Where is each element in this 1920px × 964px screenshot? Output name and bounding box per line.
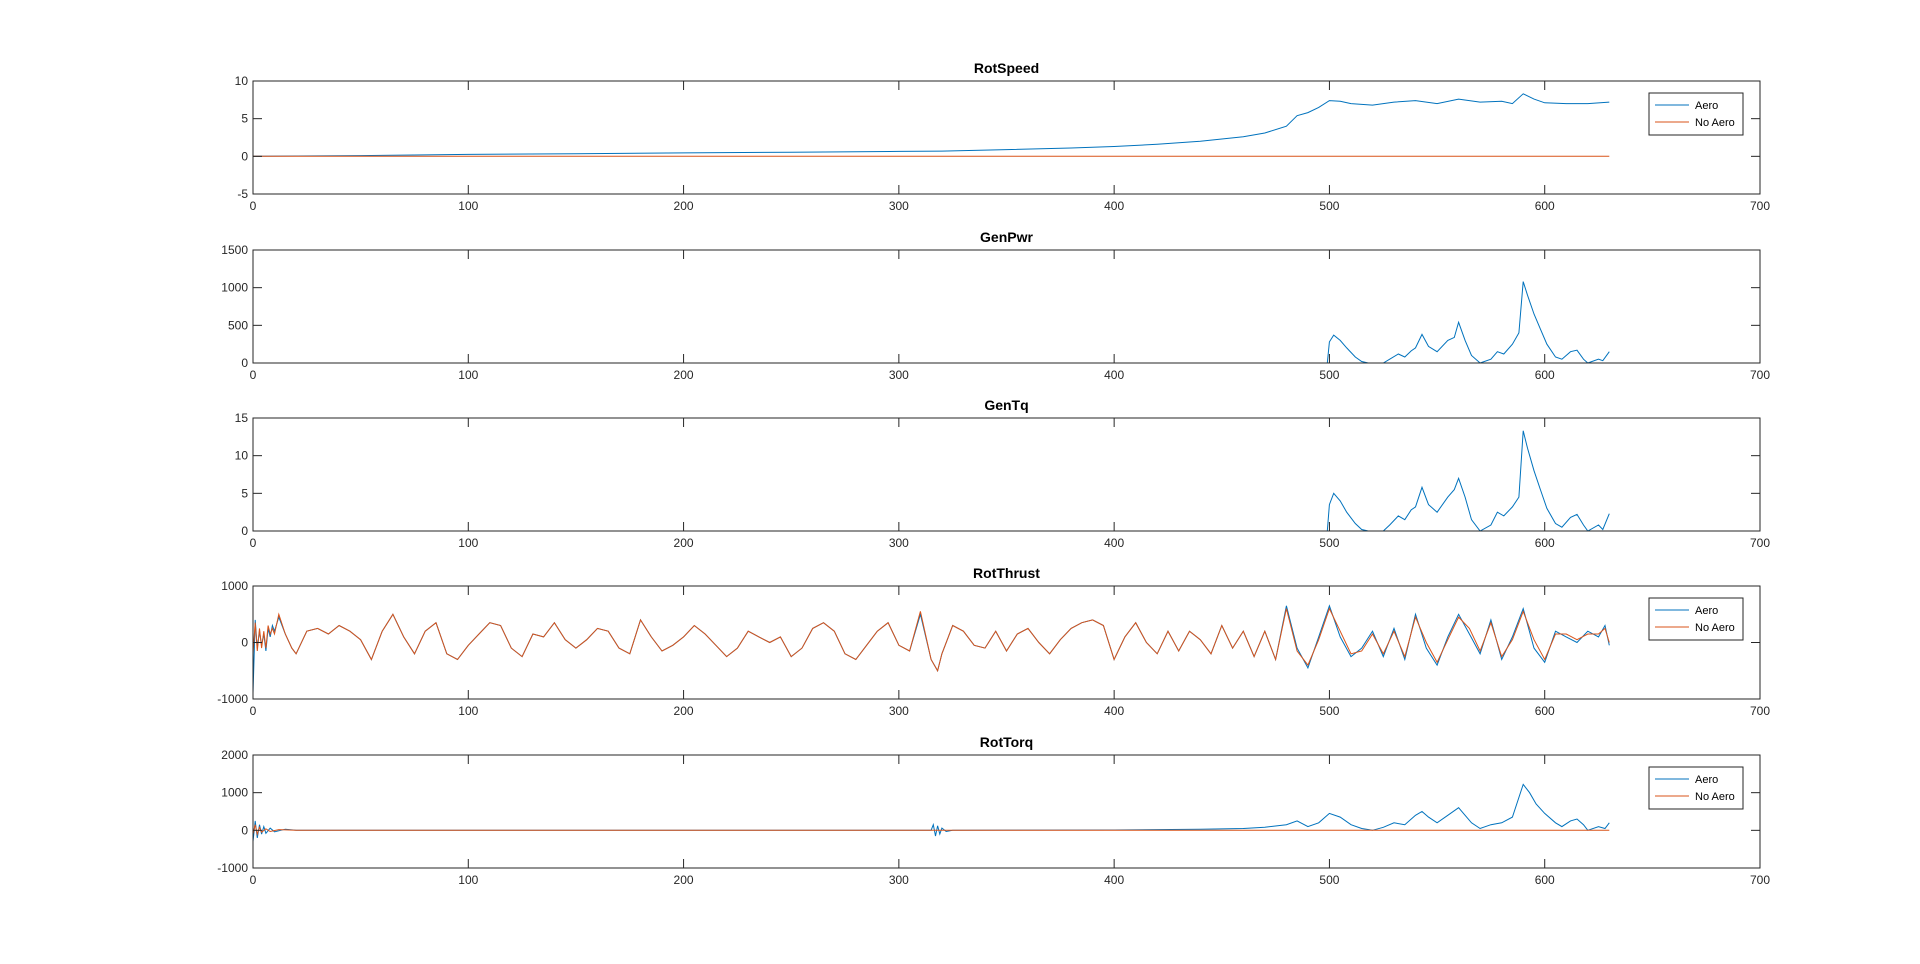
series-line-line-0 bbox=[253, 430, 1610, 531]
chart-title: RotTorq bbox=[980, 734, 1033, 750]
series-line-aero bbox=[253, 783, 1610, 842]
subplot-rotspeed: 0 100 200 300 400 500 600 700-50510RotSpeedAero… bbox=[235, 60, 1771, 213]
legend-label-no-aero: No Aero bbox=[1695, 117, 1735, 129]
series-line-line-0 bbox=[253, 281, 1610, 363]
x-tick-label: 200 bbox=[674, 704, 694, 718]
x-tick-label: 700 bbox=[1750, 704, 1770, 718]
y-tick-label: 0 bbox=[241, 823, 248, 837]
y-tick-label: 5 bbox=[241, 112, 248, 126]
subplot-gentq: 0 100 200 300 400 500 600 700 0 5 10 15 GenTq bbox=[235, 397, 1771, 550]
x-tick-label: 300 bbox=[889, 704, 909, 718]
axes-box bbox=[252, 417, 1761, 532]
x-tick-label: 600 bbox=[1535, 873, 1555, 887]
axes-box bbox=[252, 754, 1761, 869]
chart-title: RotSpeed bbox=[974, 60, 1039, 76]
x-tick-label: 500 bbox=[1319, 873, 1339, 887]
x-tick-label: 600 bbox=[1535, 368, 1555, 382]
y-tick-label: 10 bbox=[235, 74, 249, 88]
legend: Aero No Aero bbox=[1648, 597, 1744, 641]
chart-title: RotThrust bbox=[973, 565, 1040, 581]
y-tick-label: 500 bbox=[228, 318, 248, 332]
subplot-rotthrust: 0 100 200 300 400 500 600 700-100001000RotThrus… bbox=[217, 565, 1770, 718]
y-tick-label: 0 bbox=[241, 356, 248, 370]
axes-box bbox=[252, 585, 1761, 700]
x-tick-label: 300 bbox=[889, 368, 909, 382]
x-tick-label: 400 bbox=[1104, 368, 1124, 382]
y-tick-label: 10 bbox=[235, 449, 249, 463]
x-tick-label: 500 bbox=[1319, 704, 1339, 718]
y-tick-label: 15 bbox=[235, 411, 249, 425]
y-tick-label: 0 bbox=[241, 524, 248, 538]
y-tick-label: 5 bbox=[241, 486, 248, 500]
y-tick-label: 1000 bbox=[221, 786, 248, 800]
y-tick-label: -1000 bbox=[217, 692, 248, 706]
x-tick-label: 0 bbox=[250, 704, 257, 718]
y-tick-label: 0 bbox=[241, 636, 248, 650]
x-tick-label: 0 bbox=[250, 536, 257, 550]
x-tick-label: 400 bbox=[1104, 704, 1124, 718]
legend-label-no-aero: No Aero bbox=[1695, 622, 1735, 634]
series-line-aero bbox=[253, 604, 1610, 694]
subplot-genpwr: 0 100 200 300 400 500 600 700 0 500 1000 1500 GenPwr bbox=[221, 229, 1770, 382]
axes-box bbox=[252, 80, 1761, 195]
chart-title: GenTq bbox=[984, 397, 1028, 413]
series-line-aero bbox=[253, 93, 1610, 157]
x-tick-label: 300 bbox=[889, 199, 909, 213]
x-tick-label: 0 bbox=[250, 873, 257, 887]
x-tick-label: 100 bbox=[458, 536, 478, 550]
x-tick-label: 700 bbox=[1750, 199, 1770, 213]
x-tick-label: 200 bbox=[674, 199, 694, 213]
x-tick-label: 100 bbox=[458, 873, 478, 887]
y-tick-label: 1500 bbox=[221, 243, 248, 257]
legend-label-no-aero: No Aero bbox=[1695, 791, 1735, 803]
axes-box bbox=[252, 249, 1761, 364]
x-tick-label: 300 bbox=[889, 536, 909, 550]
subplot-rottorq: 0 100 200 300 400 500 600 700-1000010002000RotT… bbox=[217, 734, 1770, 887]
legend-box bbox=[1648, 597, 1744, 641]
legend: Aero No Aero bbox=[1648, 92, 1744, 136]
y-tick-label: -1000 bbox=[217, 861, 248, 875]
x-tick-label: 400 bbox=[1104, 199, 1124, 213]
x-tick-label: 400 bbox=[1104, 873, 1124, 887]
x-tick-label: 200 bbox=[674, 368, 694, 382]
series-line-no-aero bbox=[253, 607, 1610, 673]
x-tick-label: 600 bbox=[1535, 536, 1555, 550]
y-tick-label: 1000 bbox=[221, 579, 248, 593]
x-tick-label: 700 bbox=[1750, 873, 1770, 887]
x-tick-label: 0 bbox=[250, 199, 257, 213]
x-tick-label: 500 bbox=[1319, 536, 1339, 550]
y-tick-label: -5 bbox=[237, 187, 248, 201]
y-tick-label: 2000 bbox=[221, 748, 248, 762]
x-tick-label: 300 bbox=[889, 873, 909, 887]
legend-box bbox=[1648, 92, 1744, 136]
x-tick-label: 200 bbox=[674, 873, 694, 887]
x-tick-label: 700 bbox=[1750, 536, 1770, 550]
series-line-no-aero bbox=[253, 824, 1610, 836]
legend-label-aero: Aero bbox=[1695, 774, 1718, 786]
x-tick-label: 200 bbox=[674, 536, 694, 550]
x-tick-label: 100 bbox=[458, 199, 478, 213]
x-tick-label: 100 bbox=[458, 704, 478, 718]
legend-label-aero: Aero bbox=[1695, 605, 1718, 617]
x-tick-label: 400 bbox=[1104, 536, 1124, 550]
x-tick-label: 500 bbox=[1319, 199, 1339, 213]
legend-label-aero: Aero bbox=[1695, 100, 1718, 112]
x-tick-label: 100 bbox=[458, 368, 478, 382]
x-tick-label: 0 bbox=[250, 368, 257, 382]
legend: Aero No Aero bbox=[1648, 766, 1744, 810]
legend-box bbox=[1648, 766, 1744, 810]
chart-title: GenPwr bbox=[980, 229, 1033, 245]
x-tick-label: 700 bbox=[1750, 368, 1770, 382]
x-tick-label: 600 bbox=[1535, 199, 1555, 213]
x-tick-label: 500 bbox=[1319, 368, 1339, 382]
x-tick-label: 600 bbox=[1535, 704, 1555, 718]
y-tick-label: 1000 bbox=[221, 281, 248, 295]
y-tick-label: 0 bbox=[241, 149, 248, 163]
